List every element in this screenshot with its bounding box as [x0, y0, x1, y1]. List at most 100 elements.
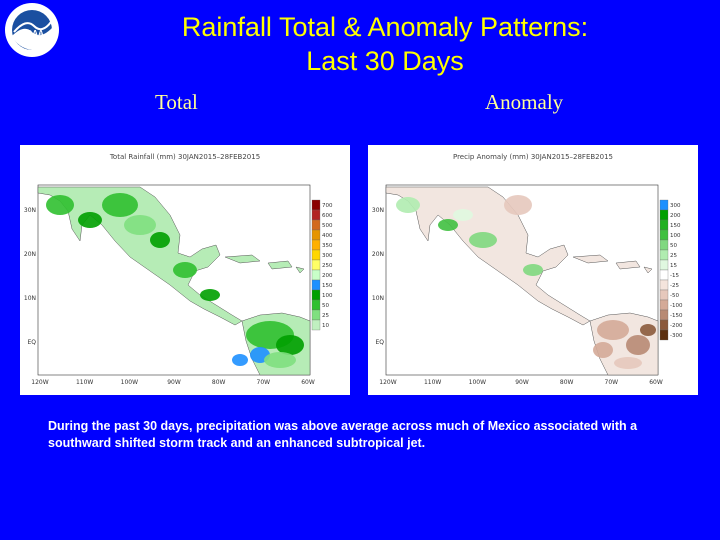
- legend-value: -300: [670, 333, 683, 339]
- legend-swatch: [659, 289, 669, 301]
- lon-label: 120W: [31, 379, 48, 386]
- lat-label: 10N: [24, 295, 36, 302]
- legend-swatch: [311, 309, 321, 321]
- legend-swatch: [311, 229, 321, 241]
- land-layer: [385, 186, 659, 376]
- precip-area: [200, 289, 220, 301]
- map-title: Precip Anomaly (mm) 30JAN2015–28FEB2015: [453, 153, 613, 161]
- noaa-logo-text: NOAA: [20, 29, 44, 38]
- precip-area: [78, 212, 102, 228]
- precip-area: [232, 354, 248, 366]
- total-label: Total: [155, 90, 198, 114]
- total-map: Total Rainfall (mm) 30JAN2015–28FEB2015 3…: [24, 153, 333, 386]
- lon-label: 60W: [301, 379, 315, 386]
- legend-swatch: [659, 229, 669, 241]
- page-title: Rainfall Total & Anomaly Patterns: Last …: [90, 10, 680, 78]
- legend-swatch: [659, 219, 669, 231]
- precip-area: [276, 335, 304, 355]
- legend-value: 300: [670, 203, 681, 209]
- lon-label: 70W: [257, 379, 271, 386]
- legend-value: 50: [670, 243, 677, 249]
- precip-area: [453, 209, 473, 221]
- legend-swatch: [311, 319, 321, 331]
- legend-value: -15: [670, 273, 679, 279]
- precip-area: [469, 232, 497, 248]
- title-line-2: Last 30 Days: [306, 46, 464, 76]
- legend-swatch: [311, 239, 321, 251]
- precip-area: [614, 357, 642, 369]
- lon-label: 60W: [649, 379, 663, 386]
- precip-area: [102, 193, 138, 217]
- caption-text: During the past 30 days, precipitation w…: [48, 419, 638, 450]
- legend-swatch: [311, 199, 321, 211]
- precip-area: [626, 335, 650, 355]
- legend-swatch: [659, 309, 669, 321]
- land-caribbean: [224, 254, 305, 274]
- precip-area: [396, 197, 420, 213]
- anomaly-map: Precip Anomaly (mm) 30JAN2015–28FEB2015 3…: [372, 153, 683, 386]
- precip-area: [593, 342, 613, 358]
- lat-label: 30N: [24, 207, 36, 214]
- legend-value: -50: [670, 293, 679, 299]
- legend-value: 400: [322, 233, 333, 239]
- legend-value: 700: [322, 203, 333, 209]
- anomaly-map-panel: Precip Anomaly (mm) 30JAN2015–28FEB2015 3…: [368, 145, 698, 395]
- lon-label: 80W: [212, 379, 226, 386]
- legend-value: 150: [322, 283, 333, 289]
- lon-label: 110W: [424, 379, 441, 386]
- legend-value: 150: [670, 223, 681, 229]
- lat-label: 20N: [372, 251, 384, 258]
- legend-swatch: [311, 279, 321, 291]
- legend-value: 200: [322, 273, 333, 279]
- lon-label: 90W: [515, 379, 529, 386]
- legend-swatch: [311, 219, 321, 231]
- precip-area: [640, 324, 656, 336]
- legend-value: 10: [322, 323, 329, 329]
- legend-swatch: [659, 319, 669, 331]
- precip-area: [173, 262, 197, 278]
- legend-swatch: [311, 249, 321, 261]
- legend-value: -100: [670, 303, 683, 309]
- lat-label: EQ: [27, 339, 36, 346]
- legend-swatch: [659, 199, 669, 211]
- precip-area: [150, 232, 170, 248]
- lon-label: 100W: [469, 379, 486, 386]
- lat-label: 10N: [372, 295, 384, 302]
- legend-swatch: [311, 289, 321, 301]
- lon-label: 110W: [76, 379, 93, 386]
- title-line-1: Rainfall Total & Anomaly Patterns:: [181, 12, 589, 42]
- precip-area: [504, 195, 532, 215]
- total-map-panel: Total Rainfall (mm) 30JAN2015–28FEB2015 3…: [20, 145, 350, 395]
- legend-value: 50: [322, 303, 329, 309]
- land-north-central-america: [385, 186, 591, 326]
- map-title: Total Rainfall (mm) 30JAN2015–28FEB2015: [109, 153, 260, 161]
- lat-label: 30N: [372, 207, 384, 214]
- anomaly-label: Anomaly: [485, 90, 564, 114]
- legend-value: 250: [322, 263, 333, 269]
- lon-label: 80W: [560, 379, 574, 386]
- land-north-central-america: [37, 186, 243, 326]
- legend-value: 300: [322, 253, 333, 259]
- legend-swatch: [311, 259, 321, 271]
- precip-area: [264, 352, 296, 368]
- legend-swatch: [659, 299, 669, 311]
- legend-swatch: [311, 209, 321, 221]
- legend-swatch: [659, 249, 669, 261]
- legend-swatch: [659, 279, 669, 291]
- lon-label: 100W: [121, 379, 138, 386]
- lat-label: EQ: [375, 339, 384, 346]
- legend-swatch: [659, 239, 669, 251]
- legend-swatch: [311, 269, 321, 281]
- precip-area: [597, 320, 629, 340]
- lon-label: 90W: [167, 379, 181, 386]
- legend-value: -25: [670, 283, 679, 289]
- land-caribbean: [572, 254, 653, 274]
- lon-label: 70W: [605, 379, 619, 386]
- legend-value: 200: [670, 213, 681, 219]
- legend-value: 25: [322, 313, 329, 319]
- legend-swatch: [659, 269, 669, 281]
- legend-value: 15: [670, 263, 677, 269]
- legend-value: 600: [322, 213, 333, 219]
- legend-value: -200: [670, 323, 683, 329]
- lon-label: 120W: [379, 379, 396, 386]
